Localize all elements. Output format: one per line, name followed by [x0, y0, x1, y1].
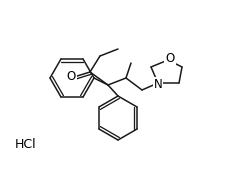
- Text: O: O: [165, 52, 175, 66]
- Text: O: O: [66, 70, 76, 83]
- Text: N: N: [154, 78, 162, 90]
- Text: HCl: HCl: [15, 138, 37, 151]
